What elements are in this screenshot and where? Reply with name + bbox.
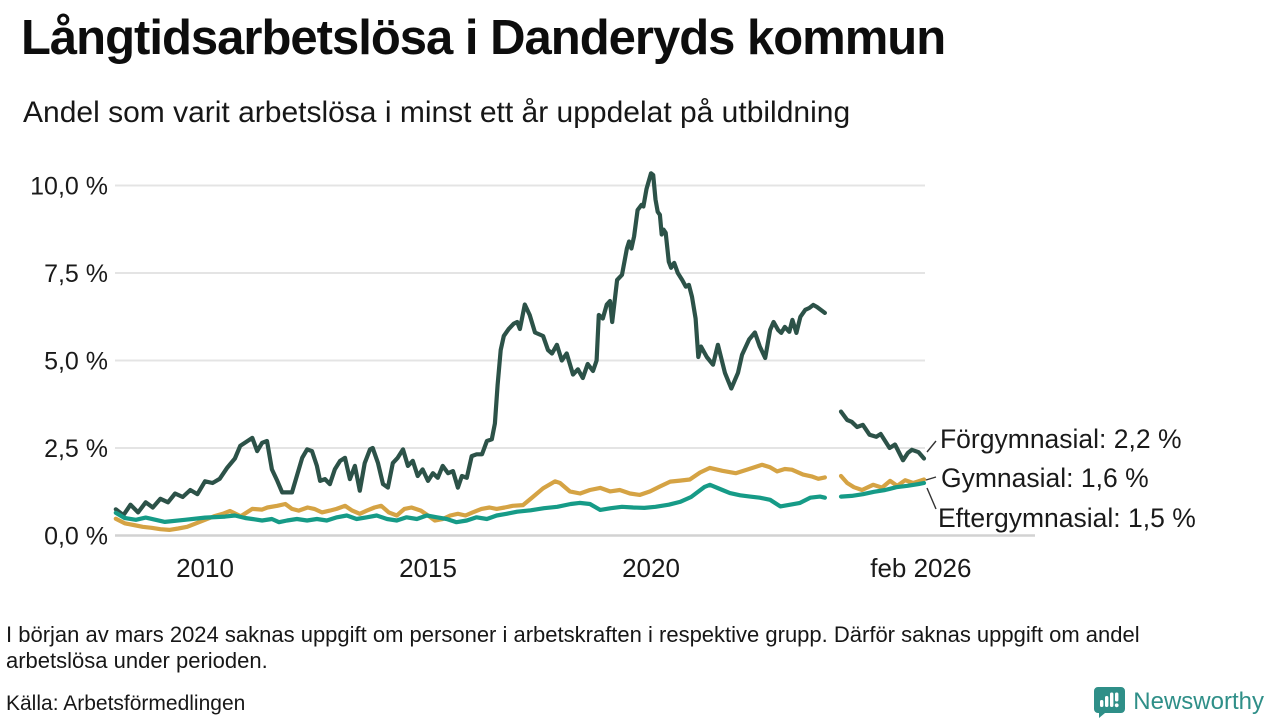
x-tick-label: 2015 [399, 553, 457, 583]
y-tick-label: 0,0 % [44, 523, 108, 551]
x-tick-label: 2020 [622, 553, 680, 583]
series-line-eftergymnasial [113, 482, 828, 525]
gridlines-group [115, 184, 1035, 537]
series-line-förgymnasial [113, 171, 828, 518]
logo-exclamation-bar [1115, 692, 1119, 702]
y-tick-label: 10,0 % [30, 173, 108, 201]
logo-bar-small [1100, 700, 1104, 707]
logo-bar-tall [1110, 692, 1114, 707]
label-leader-line [926, 440, 937, 453]
x-tick-label: feb 2026 [870, 553, 971, 583]
label-leader-line [926, 487, 937, 510]
series-end-label: Gymnasial: 1,6 % [941, 463, 1149, 493]
source-label: Källa: Arbetsförmedlingen [6, 692, 246, 715]
series-end-label: Eftergymnasial: 1,5 % [938, 503, 1196, 533]
footnote: I början av mars 2024 saknas uppgift om … [6, 622, 1140, 673]
y-tick-label: 2,5 % [44, 435, 108, 463]
series-line-eftergymnasial [838, 480, 927, 499]
chart-title: Långtidsarbetslösa i Danderyds kommun [21, 11, 946, 65]
series-end-label: Förgymnasial: 2,2 % [940, 424, 1182, 454]
annotations-group: Förgymnasial: 2,2 % Gymnasial: 1,6 % Efter… [925, 424, 1196, 533]
series-line-förgymnasial [838, 409, 927, 463]
chart-subtitle: Andel som varit arbetslösa i minst ett å… [23, 96, 851, 129]
newsworthy-logo-text: Newsworthy [1133, 688, 1264, 715]
logo-exclamation-dot [1115, 703, 1119, 708]
newsworthy-logo-icon [1094, 687, 1126, 718]
axis-labels-group: 0,0 % 2,5 % 5,0 % 7,5 % 10,0 % 2010 2015 2020 fe… [30, 173, 971, 584]
x-tick-label: 2010 [176, 553, 234, 583]
label-leader-line [925, 476, 937, 481]
y-tick-label: 7,5 % [44, 260, 108, 288]
series-group [113, 171, 927, 533]
y-tick-label: 5,0 % [44, 348, 108, 376]
newsworthy-logo: Newsworthy [1094, 686, 1264, 718]
series-line-gymnasial [838, 473, 927, 493]
logo-bar-medium [1105, 696, 1109, 707]
